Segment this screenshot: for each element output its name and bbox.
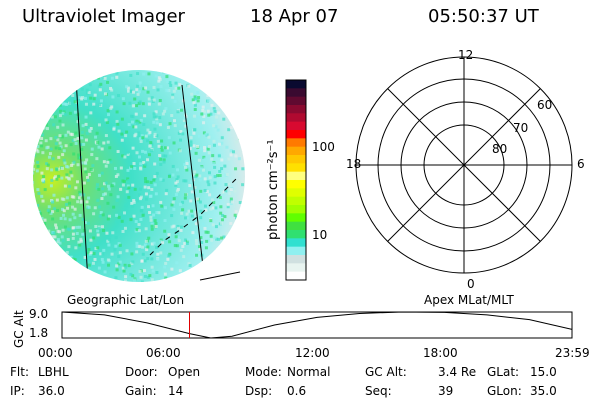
colorbar-label: photon cm⁻²s⁻¹ xyxy=(266,139,281,240)
footer-label: GLon: xyxy=(487,384,522,398)
xtick-0: 00:00 xyxy=(38,346,73,360)
gc-alt-plot xyxy=(61,311,573,339)
footer-value: 0.6 xyxy=(287,384,307,398)
colorbar-band xyxy=(286,146,306,156)
colorbar-band xyxy=(286,205,306,214)
colorbar-band xyxy=(286,163,306,173)
uv-image-globe xyxy=(33,70,245,282)
colorbar-band xyxy=(286,213,306,223)
footer-label: Dsp: xyxy=(245,384,273,398)
colorbar-band xyxy=(286,246,306,256)
footer-value: 3.4 Re xyxy=(438,365,477,379)
time-label: 05:50:37 UT xyxy=(428,6,539,27)
colorbar-band xyxy=(286,155,306,164)
colorbar-band xyxy=(286,96,306,106)
footer-value: Open xyxy=(168,365,201,379)
polar-ring-80: 80 xyxy=(492,142,508,156)
polar-label-0: 0 xyxy=(467,277,475,291)
footer-value: 15.0 xyxy=(530,365,557,379)
colorbar-band xyxy=(286,263,306,273)
footer-value: 39 xyxy=(438,384,454,398)
apex-label: Apex MLat/MLT xyxy=(424,293,514,307)
footer-value: LBHL xyxy=(38,365,69,379)
colorbar-band xyxy=(286,180,306,189)
footer-label: GLat: xyxy=(487,365,520,379)
footer-value: 36.0 xyxy=(38,384,65,398)
footer-label: Seq: xyxy=(365,384,392,398)
instrument-title: Ultraviolet Imager xyxy=(22,6,185,27)
geo-label: Geographic Lat/Lon xyxy=(67,293,185,307)
colorbar-tick-10: 10 xyxy=(312,228,328,242)
gc-alt-line xyxy=(61,311,573,339)
colorbar-band xyxy=(286,121,306,131)
colorbar-tick-100: 100 xyxy=(312,140,335,154)
colorbar-band xyxy=(286,238,306,248)
polar-label-6: 6 xyxy=(577,157,585,171)
footer-label: IP: xyxy=(10,384,25,398)
colorbar-band xyxy=(286,105,306,114)
colorbar-band xyxy=(286,196,306,206)
footer-label: GC Alt: xyxy=(365,365,407,379)
polar-grid xyxy=(355,56,573,274)
colorbar-band xyxy=(286,113,306,123)
colorbar-band xyxy=(286,138,306,148)
colorbar-band xyxy=(286,188,306,198)
footer-label: Mode: xyxy=(245,365,282,379)
plot-frame xyxy=(61,311,573,339)
ytick-1.8: 1.8 xyxy=(29,326,49,340)
footer-value: 35.0 xyxy=(530,384,557,398)
date-label: 18 Apr 07 xyxy=(250,6,339,27)
xtick-3: 18:00 xyxy=(423,346,458,360)
xtick-1: 06:00 xyxy=(146,346,181,360)
limb-line xyxy=(199,271,241,281)
polar-ring-70: 70 xyxy=(513,121,529,135)
xtick-2: 12:00 xyxy=(295,346,330,360)
colorbar-frame xyxy=(285,79,307,281)
polar-label-18: 18 xyxy=(346,157,362,171)
colorbar-band xyxy=(286,230,306,239)
colorbar-band xyxy=(286,221,306,231)
colorbar-band xyxy=(286,88,306,98)
colorbar-band xyxy=(286,255,306,264)
ytick-9: 9.0 xyxy=(29,307,49,321)
colorbar-band xyxy=(286,130,306,139)
footer-label: Door: xyxy=(125,365,158,379)
polar-label-12: 12 xyxy=(458,48,474,62)
polar-diagonal xyxy=(387,88,541,242)
colorbar-band xyxy=(286,271,306,281)
footer-value: 14 xyxy=(168,384,184,398)
colorbar xyxy=(285,79,307,281)
y-axis-label: GC Alt xyxy=(12,310,26,348)
polar-ring-60: 60 xyxy=(537,98,553,112)
footer-label: Flt: xyxy=(10,365,29,379)
colorbar-band xyxy=(286,171,306,181)
colorbar-band xyxy=(286,80,306,89)
footer-value: Normal xyxy=(287,365,331,379)
footer-label: Gain: xyxy=(125,384,157,398)
xtick-4: 23:59 xyxy=(555,346,590,360)
